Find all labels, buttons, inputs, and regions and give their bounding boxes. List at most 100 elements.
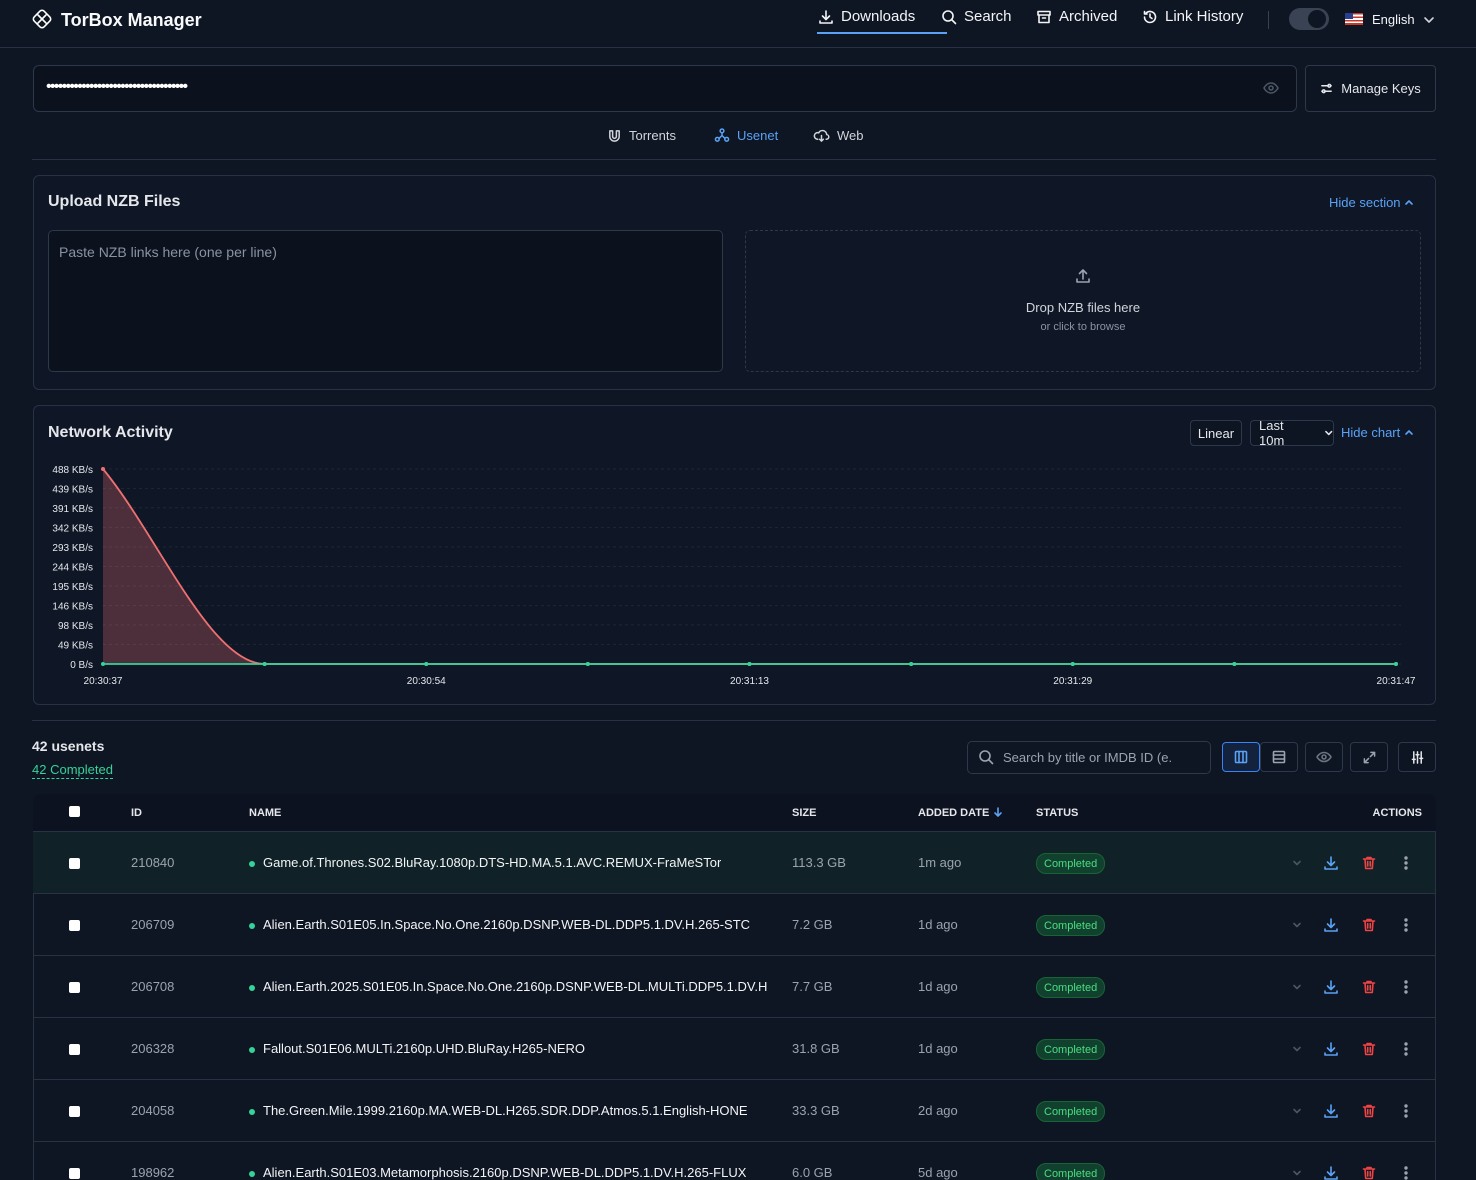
tab-label: Usenet	[737, 128, 779, 143]
hide-chart[interactable]: Hide chart	[1341, 425, 1414, 440]
point	[101, 467, 105, 471]
toggle-label: Hide chart	[1341, 425, 1401, 440]
row-status: Completed	[1036, 915, 1106, 936]
more-actions[interactable]	[1398, 917, 1414, 933]
download-action[interactable]	[1323, 1165, 1339, 1180]
row-name[interactable]: Fallout.S01E06.MULTi.2160p.UHD.BluRay.H2…	[263, 1041, 586, 1056]
row-name[interactable]: Alien.Earth.S01E05.In.Space.No.One.2160p…	[263, 917, 751, 932]
more-actions[interactable]	[1398, 1041, 1414, 1057]
nav-archived[interactable]: Archived	[1036, 8, 1117, 25]
view-rows[interactable]	[1260, 742, 1298, 772]
download-action[interactable]	[1323, 979, 1339, 995]
y-tick-label: 342 KB/s	[52, 523, 93, 534]
download-action[interactable]	[1323, 1041, 1339, 1057]
y-tick-label: 195 KB/s	[52, 582, 93, 593]
api-key-input[interactable]	[33, 65, 1297, 112]
select-all[interactable]	[69, 806, 80, 817]
completed-filter[interactable]: 42 Completed	[32, 762, 113, 779]
search-input[interactable]	[967, 741, 1211, 774]
toggle-label: Hide section	[1329, 195, 1401, 210]
delete-action[interactable]	[1361, 979, 1377, 995]
row-checkbox[interactable]	[69, 1044, 80, 1055]
tab-web[interactable]: Web	[813, 128, 864, 143]
eye-icon[interactable]	[1263, 81, 1279, 95]
table-row: 204058 The.Green.Mile.1999.2160p.MA.WEB-D…	[33, 1080, 1435, 1142]
expand-row[interactable]	[1289, 1041, 1305, 1057]
manage-keys-button[interactable]: Manage Keys	[1305, 65, 1436, 112]
more-actions[interactable]	[1398, 1103, 1414, 1119]
expand-row[interactable]	[1289, 979, 1305, 995]
more-actions[interactable]	[1398, 979, 1414, 995]
row-checkbox[interactable]	[69, 858, 80, 869]
y-tick-label: 49 KB/s	[58, 640, 93, 651]
delete-action[interactable]	[1361, 1165, 1377, 1180]
tab-usenet[interactable]: Usenet	[714, 128, 778, 143]
nav-downloads[interactable]: Downloads	[818, 8, 915, 25]
tab-torrents[interactable]: Torrents	[607, 128, 676, 143]
expand-row[interactable]	[1289, 1165, 1305, 1180]
range-select[interactable]: Last 10m	[1250, 418, 1334, 448]
divider	[32, 159, 1436, 160]
more-actions[interactable]	[1398, 1165, 1414, 1180]
row-checkbox[interactable]	[69, 1168, 80, 1179]
row-checkbox[interactable]	[69, 1106, 80, 1117]
language[interactable]: English	[1372, 12, 1415, 27]
column-header: ACTIONS	[1372, 807, 1423, 819]
theme-toggle[interactable]	[1289, 8, 1329, 30]
view-columns[interactable]	[1222, 742, 1260, 772]
row-size: 31.8 GB	[792, 1041, 840, 1056]
toggle-visibility[interactable]	[1305, 742, 1343, 772]
expand-row[interactable]	[1289, 855, 1305, 871]
row-status: Completed	[1036, 1039, 1106, 1060]
sliders-icon	[1411, 750, 1423, 764]
expand-row[interactable]	[1289, 1103, 1305, 1119]
row-name[interactable]: Alien.Earth.2025.S01E05.In.Space.No.One.…	[263, 979, 768, 994]
logo-icon	[32, 9, 52, 29]
download-action[interactable]	[1323, 917, 1339, 933]
history-icon	[1143, 10, 1157, 23]
y-tick-label: 98 KB/s	[58, 621, 93, 632]
row-checkbox[interactable]	[69, 920, 80, 931]
column-header: STATUS	[1036, 807, 1079, 819]
api-key-value: ••••••••••••••••••••••••••••••••••••	[46, 78, 188, 95]
download-action[interactable]	[1323, 855, 1339, 871]
x-tick-label: 20:30:54	[407, 676, 446, 687]
column-header-sort[interactable]: ADDED DATE	[918, 807, 1003, 819]
table-row: 206328 Fallout.S01E06.MULTi.2160p.UHD.Blu…	[33, 1018, 1435, 1080]
download-action[interactable]	[1323, 1103, 1339, 1119]
divider	[32, 720, 1436, 721]
row-added: 1d ago	[918, 1041, 958, 1056]
tab-label: Torrents	[629, 128, 676, 143]
row-name[interactable]: Game.of.Thrones.S02.BluRay.1080p.DTS-HD.…	[263, 855, 722, 870]
column-header: NAME	[249, 807, 282, 819]
row-status: Completed	[1036, 1163, 1106, 1180]
row-name[interactable]: Alien.Earth.S01E03.Metamorphosis.2160p.D…	[263, 1165, 747, 1180]
scale-button[interactable]: Linear	[1190, 420, 1242, 446]
nav-label: Search	[964, 8, 1012, 25]
expand-row[interactable]	[1289, 917, 1305, 933]
brand[interactable]: TorBox Manager	[61, 10, 202, 30]
point	[101, 662, 105, 666]
nav-search[interactable]: Search	[941, 8, 1012, 25]
search-icon	[979, 750, 994, 765]
delete-action[interactable]	[1361, 1103, 1377, 1119]
delete-action[interactable]	[1361, 855, 1377, 871]
section-title: Network Activity	[48, 424, 173, 441]
expand[interactable]	[1350, 742, 1388, 772]
hide-section[interactable]: Hide section	[1329, 195, 1414, 210]
row-name[interactable]: The.Green.Mile.1999.2160p.MA.WEB-DL.H265…	[263, 1103, 748, 1118]
delete-action[interactable]	[1361, 917, 1377, 933]
nav-link-history[interactable]: Link History	[1142, 8, 1243, 25]
row-id: 206328	[131, 1041, 175, 1056]
point	[1070, 662, 1075, 666]
filters[interactable]	[1398, 742, 1436, 772]
delete-action[interactable]	[1361, 1041, 1377, 1057]
drop-zone[interactable]	[745, 230, 1421, 372]
nzb-textarea[interactable]	[48, 230, 723, 372]
chevron-down	[1324, 430, 1332, 436]
more-actions[interactable]	[1398, 855, 1414, 871]
magnet-icon	[609, 130, 620, 142]
row-checkbox[interactable]	[69, 982, 80, 993]
